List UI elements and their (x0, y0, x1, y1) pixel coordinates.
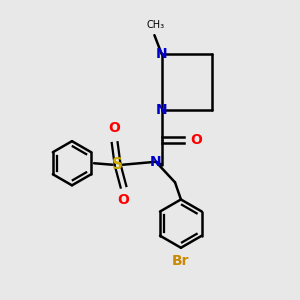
Text: CH₃: CH₃ (147, 20, 165, 30)
Text: N: N (150, 155, 162, 169)
Text: O: O (109, 121, 121, 135)
Text: S: S (112, 157, 123, 172)
Text: Br: Br (172, 254, 190, 268)
Text: O: O (118, 193, 129, 207)
Text: O: O (190, 133, 202, 147)
Text: N: N (156, 47, 168, 61)
Text: N: N (156, 103, 168, 117)
